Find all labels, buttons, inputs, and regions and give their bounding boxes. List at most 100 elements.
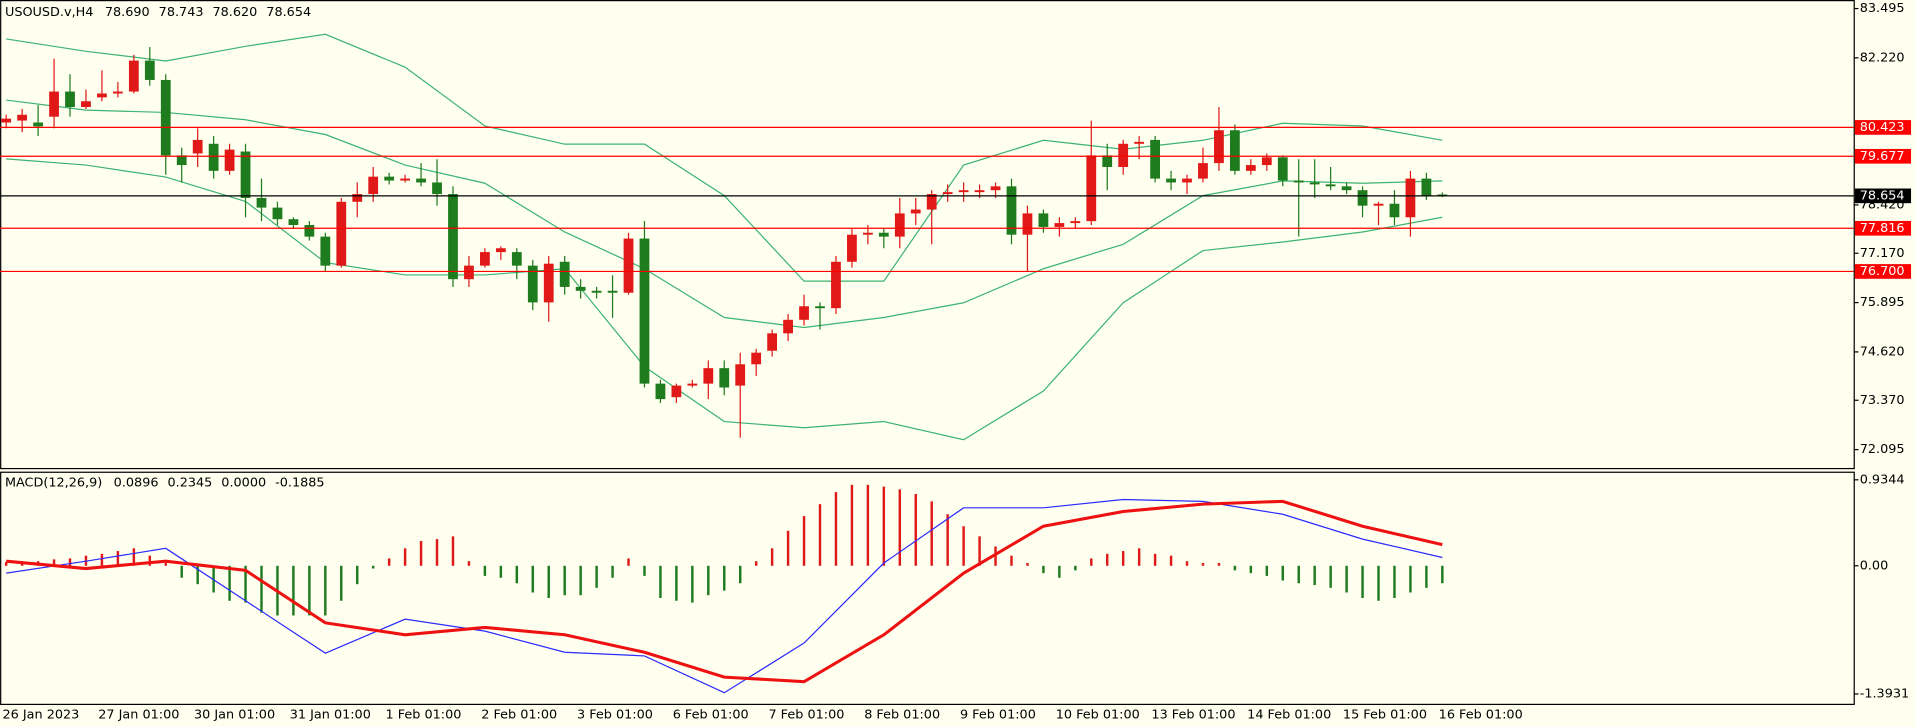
candle-body: [751, 352, 762, 365]
candle-body: [607, 290, 618, 293]
candle-body: [1421, 178, 1432, 197]
candle-body: [224, 149, 235, 171]
candle-body: [815, 306, 825, 309]
candle-body: [527, 265, 538, 303]
candle-body: [208, 143, 219, 171]
candle-body: [1150, 139, 1160, 179]
macd-line: [6, 498, 1443, 694]
candle-body: [1293, 180, 1304, 183]
macd-panel-frame: [0, 471, 1855, 706]
candle-body: [591, 290, 602, 293]
x-tick-label: 9 Feb 01:00: [960, 707, 1036, 722]
candle-body: [81, 101, 91, 108]
y-tick-label: 74.620: [1860, 344, 1905, 359]
x-tick-label: 7 Feb 01:00: [768, 707, 844, 722]
candle-body: [1198, 163, 1208, 179]
candle-body: [272, 207, 283, 220]
candle-body: [735, 364, 746, 386]
ohlc-open: 78.690: [105, 5, 150, 20]
candle-body: [511, 252, 522, 266]
y-tick-label: 72.095: [1860, 442, 1905, 457]
y-tick-label: 77.170: [1860, 246, 1905, 261]
macd-value: 0.0896: [114, 475, 159, 490]
y-tick-label: 0.9344: [1860, 472, 1905, 487]
candle-body: [1038, 213, 1049, 227]
x-tick-label: 15 Feb 01:00: [1343, 707, 1427, 722]
x-tick-label: 3 Feb 01:00: [577, 707, 653, 722]
macd-name: MACD(12,26,9): [5, 475, 102, 490]
candle-body: [144, 60, 155, 80]
level-label-box: [1854, 120, 1912, 135]
candle-body: [33, 122, 43, 127]
y-tick-label: 75.895: [1860, 295, 1905, 310]
x-tick-label: 8 Feb 01:00: [864, 707, 940, 722]
x-tick-label: 13 Feb 01:00: [1151, 707, 1235, 722]
candle-body: [1006, 186, 1017, 235]
candle-body: [1166, 178, 1176, 183]
x-tick-label: 14 Feb 01:00: [1247, 707, 1331, 722]
macd-value: -0.1885: [275, 475, 324, 490]
chart-title: USOUSD.v,H4 78.690 78.743 78.620 78.654: [5, 5, 311, 20]
price-panel-frame: [0, 0, 1855, 470]
x-tick-label: 30 Jan 01:00: [194, 707, 275, 722]
level-label-box: [1854, 220, 1912, 236]
x-tick-label: 10 Feb 01:00: [1056, 707, 1140, 722]
x-tick-label: 6 Feb 01:00: [673, 707, 749, 722]
candle-body: [128, 60, 139, 92]
macd-line: [6, 499, 1443, 684]
ohlc-high: 78.743: [159, 5, 204, 20]
candle-body: [336, 201, 347, 266]
candle-body: [687, 383, 698, 386]
candle-body: [1086, 155, 1097, 222]
candle-body: [831, 261, 841, 309]
candle-body: [400, 178, 411, 181]
candle-body: [1341, 186, 1352, 191]
candle-body: [304, 225, 315, 237]
candle-body: [847, 234, 857, 262]
candle-body: [543, 263, 554, 303]
macd-value: 0.2345: [167, 475, 212, 490]
ohlc-close: 78.654: [266, 5, 311, 20]
candle-body: [990, 186, 1001, 191]
symbol: USOUSD.v,H4: [5, 5, 93, 20]
candle-body: [384, 176, 395, 181]
candle-body: [448, 194, 458, 280]
y-tick-label: 73.370: [1860, 393, 1905, 408]
candle-body: [240, 151, 251, 198]
candle-body: [97, 93, 107, 98]
candle-body: [1, 118, 12, 123]
level-label-box: [1854, 264, 1912, 279]
candle-body: [320, 236, 331, 266]
candle-body: [256, 197, 267, 208]
candle-body: [160, 79, 171, 156]
candle-body: [1054, 223, 1065, 227]
y-tick-label: -1.3931: [1860, 686, 1909, 701]
price-label-box: [1854, 188, 1912, 204]
candle-body: [1070, 221, 1081, 224]
candle-body: [655, 383, 666, 400]
candle-body: [416, 178, 426, 183]
candle-body: [1389, 203, 1400, 218]
candle-body: [65, 91, 75, 108]
candle-body: [480, 252, 490, 266]
candle-body: [1261, 157, 1272, 166]
y-tick-label: 82.220: [1860, 50, 1905, 65]
candle-body: [1245, 165, 1256, 171]
candle-body: [1102, 155, 1113, 167]
candle-body: [464, 265, 474, 280]
candle-body: [942, 192, 953, 195]
y-tick-label: 0.00: [1860, 558, 1889, 573]
x-tick-label: 2 Feb 01:00: [481, 707, 557, 722]
candle-body: [432, 182, 442, 195]
candle-body: [559, 261, 570, 287]
candle-body: [1437, 194, 1448, 196]
level-label: 79.677: [1860, 149, 1905, 164]
candle-body: [974, 190, 985, 193]
ohlc-low: 78.620: [212, 5, 257, 20]
candle-body: [767, 333, 778, 351]
candle-body: [112, 91, 123, 94]
candle-body: [623, 238, 634, 293]
macd-title: MACD(12,26,9) 0.0896 0.2345 0.0000 -0.18…: [5, 475, 325, 490]
